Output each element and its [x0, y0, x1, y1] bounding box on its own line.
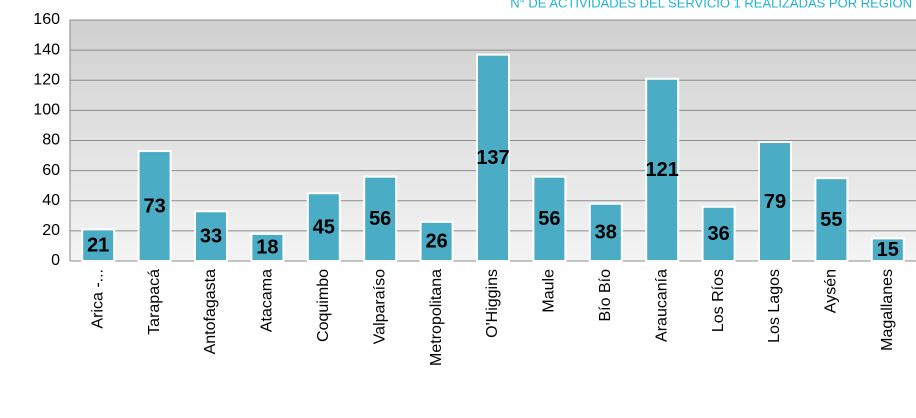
value-label: 56 [369, 208, 391, 230]
y-tick-label: 140 [33, 41, 60, 58]
bar [588, 202, 623, 262]
bar [81, 228, 116, 262]
x-tick-label: Los Ríos [710, 269, 727, 332]
value-label: 21 [87, 234, 109, 256]
value-label: 45 [313, 216, 335, 238]
x-tick-label: Maule [541, 269, 558, 313]
value-label: 73 [143, 195, 165, 217]
x-tick-label: Valparaíso [371, 269, 388, 344]
y-tick-label: 100 [33, 102, 60, 119]
value-label: 137 [476, 147, 509, 169]
x-tick-label: Magallanes [879, 269, 896, 351]
bar [701, 205, 736, 262]
x-tick-label: Los Lagos [766, 269, 783, 343]
y-tick-label: 60 [42, 162, 60, 179]
x-tick-label: Bío Bío [597, 269, 614, 322]
y-tick-label: 40 [42, 192, 60, 209]
chart-title: N° DE ACTIVIDADES DEL SERVICIO 1 REALIZA… [510, 0, 912, 10]
bar [645, 77, 680, 263]
value-label: 26 [425, 231, 447, 253]
bar [476, 53, 510, 262]
value-label: 33 [200, 225, 222, 247]
y-tick-label: 120 [33, 71, 60, 88]
x-tick-label: Tarapacá [146, 269, 163, 335]
x-tick-label: Antofagasta [202, 269, 219, 355]
value-label: 36 [707, 223, 729, 245]
bar [137, 150, 172, 262]
bar [250, 232, 285, 262]
x-tick-label: Coquimbo [315, 269, 332, 342]
bar [306, 192, 341, 262]
value-label: 15 [877, 239, 899, 261]
bar [814, 177, 849, 262]
x-tick-label: Arica -... [89, 269, 106, 329]
value-label: 55 [820, 209, 842, 231]
value-label: 121 [646, 159, 679, 181]
bar [758, 141, 792, 263]
bar [363, 175, 398, 262]
bar [419, 220, 454, 262]
x-tick-label: Aysén [823, 269, 840, 313]
value-label: 18 [256, 237, 278, 259]
value-label: 56 [538, 208, 560, 230]
value-label: 38 [595, 222, 617, 244]
bar [194, 210, 228, 262]
value-label: 79 [764, 191, 786, 213]
y-tick-label: 80 [42, 132, 60, 149]
x-tick-label: O'Higgins [484, 269, 501, 338]
y-tick-label: 160 [33, 11, 60, 28]
y-tick-label: 20 [42, 222, 60, 239]
bar [870, 237, 905, 262]
bar [532, 175, 567, 262]
x-tick-label: Atacama [259, 269, 276, 332]
x-tick-label: Metropolitana [428, 269, 445, 366]
x-tick-label: Araucanía [653, 269, 670, 342]
y-tick-label: 0 [51, 252, 60, 269]
